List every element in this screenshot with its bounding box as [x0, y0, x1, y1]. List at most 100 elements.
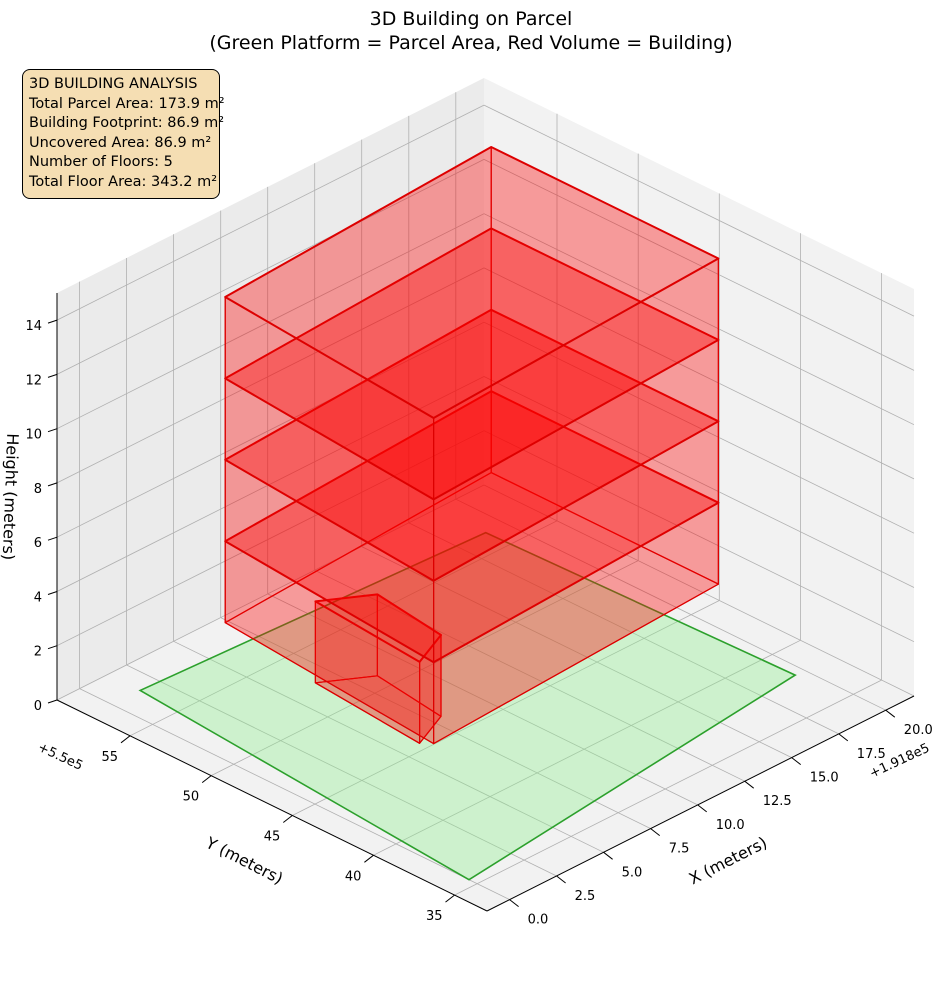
- z-gridline: [483, 321, 915, 534]
- z-gridline: [56, 267, 485, 484]
- info-line-floor-area: Total Floor Area: 343.2 m²: [29, 173, 218, 190]
- floor-3: [224, 308, 720, 663]
- x-gridline: [173, 640, 604, 853]
- x-tick: [744, 780, 755, 789]
- z-tick: [47, 428, 58, 433]
- axis-lines: [56, 293, 915, 912]
- z-tick-label: 6: [34, 536, 42, 551]
- y-tick-label: 40: [345, 869, 362, 884]
- x-gridline: [314, 569, 745, 782]
- x-tick-label: 12.5: [763, 794, 792, 809]
- y-gridline: [373, 639, 801, 856]
- x-gridline: [455, 498, 886, 711]
- z-gridline: [56, 376, 485, 592]
- y-tick-label: 45: [264, 830, 281, 845]
- y-tick: [120, 735, 131, 744]
- back-left-pane: [57, 78, 484, 700]
- y-gridline: [211, 560, 639, 776]
- parcel-platform: [138, 531, 797, 881]
- x-gridline: [267, 593, 698, 806]
- y-tick: [201, 775, 212, 783]
- floor-5: [224, 146, 720, 500]
- z-tick: [47, 319, 58, 324]
- y-offset-label: +5.5e5: [35, 740, 85, 774]
- x-gridline: [126, 664, 557, 877]
- x-tick-label: 10.0: [716, 818, 745, 833]
- z-tick: [47, 482, 58, 487]
- z-tick-label: 10: [25, 428, 42, 443]
- floor-top-face: [224, 146, 720, 419]
- x-tick: [650, 828, 661, 836]
- y-tick: [445, 894, 455, 903]
- x-tick-label: 17.5: [857, 747, 886, 762]
- x-tick-label: 15.0: [810, 771, 839, 786]
- z-gridline: [56, 321, 485, 538]
- axes-panes: [57, 78, 914, 911]
- y-gridline: [454, 679, 882, 896]
- z-gridline: [56, 104, 485, 321]
- tick-labels: 0.02.55.07.510.012.515.017.520.035404550…: [25, 319, 933, 928]
- x-tick: [697, 804, 708, 813]
- x-tick: [838, 733, 849, 742]
- x-tick-label: 5.0: [622, 865, 643, 880]
- z-gridline: [483, 267, 915, 480]
- x-gridline: [79, 688, 510, 900]
- z-gridline: [483, 430, 915, 643]
- info-line-uncovered: Uncovered Area: 86.9 m²: [29, 134, 212, 151]
- chart-title: 3D Building on Parcel: [370, 8, 573, 30]
- z-gridline: [56, 484, 485, 701]
- chart-subtitle: (Green Platform = Parcel Area, Red Volum…: [209, 32, 732, 54]
- y-tick-label: 35: [426, 909, 443, 924]
- z-gridline: [56, 159, 485, 375]
- back-right-pane: [484, 78, 914, 696]
- z-gridline: [483, 104, 915, 317]
- x-tick: [556, 875, 566, 884]
- z-tick-label: 0: [34, 699, 42, 714]
- z-gridline: [483, 213, 915, 426]
- z-tick: [47, 591, 58, 595]
- y-tick-label: 55: [101, 750, 118, 765]
- info-box: 3D BUILDING ANALYSIS Total Parcel Area: …: [22, 69, 225, 199]
- z-tick-label: 14: [25, 319, 42, 334]
- tick-marks: [47, 319, 896, 907]
- floor-pane: [57, 485, 914, 911]
- x-tick: [885, 709, 896, 718]
- plot-geometry: [138, 146, 797, 881]
- z-tick: [47, 373, 58, 378]
- y-axis-line: [56, 699, 488, 912]
- z-axis-label: Height (meters): [0, 433, 22, 561]
- z-tick-label: 2: [34, 645, 42, 660]
- x-axis-line: [486, 695, 915, 912]
- y-tick: [282, 815, 293, 823]
- z-tick: [47, 699, 58, 704]
- z-gridline: [483, 376, 915, 588]
- info-line-floors: Number of Floors: 5: [29, 154, 173, 171]
- info-line-parcel-area: Total Parcel Area: 173.9 m²: [29, 95, 225, 112]
- z-tick: [47, 645, 58, 650]
- z-tick: [47, 536, 58, 541]
- x-axis-label: X (meters): [686, 833, 770, 889]
- x-tick: [791, 757, 802, 765]
- info-line-footprint: Building Footprint: 86.9 m²: [29, 115, 225, 132]
- z-gridline: [56, 213, 485, 430]
- x-tick-label: 0.0: [528, 913, 549, 928]
- y-tick-label: 50: [183, 790, 200, 805]
- z-tick-label: 4: [34, 591, 42, 606]
- x-tick: [603, 851, 613, 860]
- x-tick-label: 2.5: [575, 889, 596, 904]
- x-tick-label: 7.5: [669, 842, 690, 857]
- grid-lines: [56, 92, 915, 900]
- y-gridline: [292, 600, 720, 816]
- info-heading: 3D BUILDING ANALYSIS: [29, 76, 198, 92]
- z-gridline: [483, 484, 915, 697]
- floor-1: [314, 593, 442, 744]
- y-tick: [364, 854, 374, 863]
- floor-4: [224, 227, 720, 582]
- y-gridline: [129, 520, 558, 737]
- x-gridline: [408, 522, 839, 735]
- z-tick-label: 12: [25, 373, 42, 388]
- z-gridline: [483, 159, 915, 371]
- z-gridline: [56, 430, 485, 647]
- x-tick-label: 20.0: [904, 723, 933, 738]
